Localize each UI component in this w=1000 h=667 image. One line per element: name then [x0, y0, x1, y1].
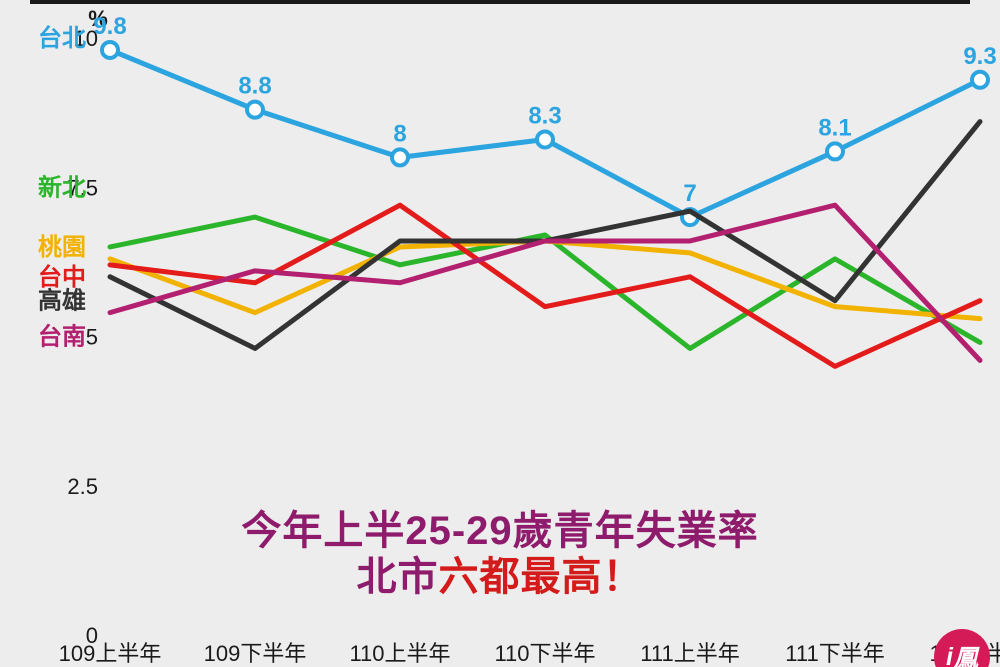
headline-line2-b: 六都最高！ — [439, 555, 644, 599]
series-name-label: 高雄 — [38, 287, 86, 315]
x-tick-label: 110上半年 — [349, 641, 450, 666]
series-marker — [827, 143, 843, 159]
x-tick-label: 110下半年 — [494, 641, 595, 666]
series-name-label: 台北 — [38, 24, 86, 52]
series-marker — [102, 42, 118, 58]
series-name-label: 台南 — [38, 323, 86, 351]
headline-caption: 今年上半25-29歲青年失業率 北市六都最高！ — [0, 508, 1000, 600]
series-value-label: 9.3 — [963, 43, 996, 70]
y-tick-label: 5 — [86, 325, 98, 350]
series-marker — [537, 131, 553, 147]
series-name-label: 新北 — [38, 173, 86, 201]
logo-text-i: i — [946, 643, 953, 667]
series-name-label: 桃園 — [38, 234, 86, 261]
series-value-label: 8.8 — [238, 73, 271, 100]
series-name-label: 台中 — [38, 263, 86, 291]
headline-line2-a: 北市 — [357, 555, 439, 599]
series-value-label: 8 — [393, 120, 406, 147]
x-tick-label: 109上半年 — [59, 641, 162, 666]
x-tick-label: 111上半年 — [640, 641, 739, 666]
series-value-label: 8.1 — [818, 114, 851, 141]
series-value-label: 7 — [683, 180, 696, 207]
series-value-label: 8.3 — [528, 102, 561, 129]
logo-text-cn: 鳳 — [953, 639, 978, 667]
x-tick-label: 111下半年 — [785, 641, 884, 666]
series-marker — [247, 102, 263, 118]
headline-line1: 今年上半25-29歲青年失業率 — [0, 508, 1000, 554]
series-marker — [972, 72, 988, 88]
y-tick-label: 2.5 — [67, 474, 98, 499]
x-tick-label: 109下半年 — [204, 641, 307, 666]
series-value-label: 9.8 — [93, 13, 126, 40]
series-marker — [392, 149, 408, 165]
